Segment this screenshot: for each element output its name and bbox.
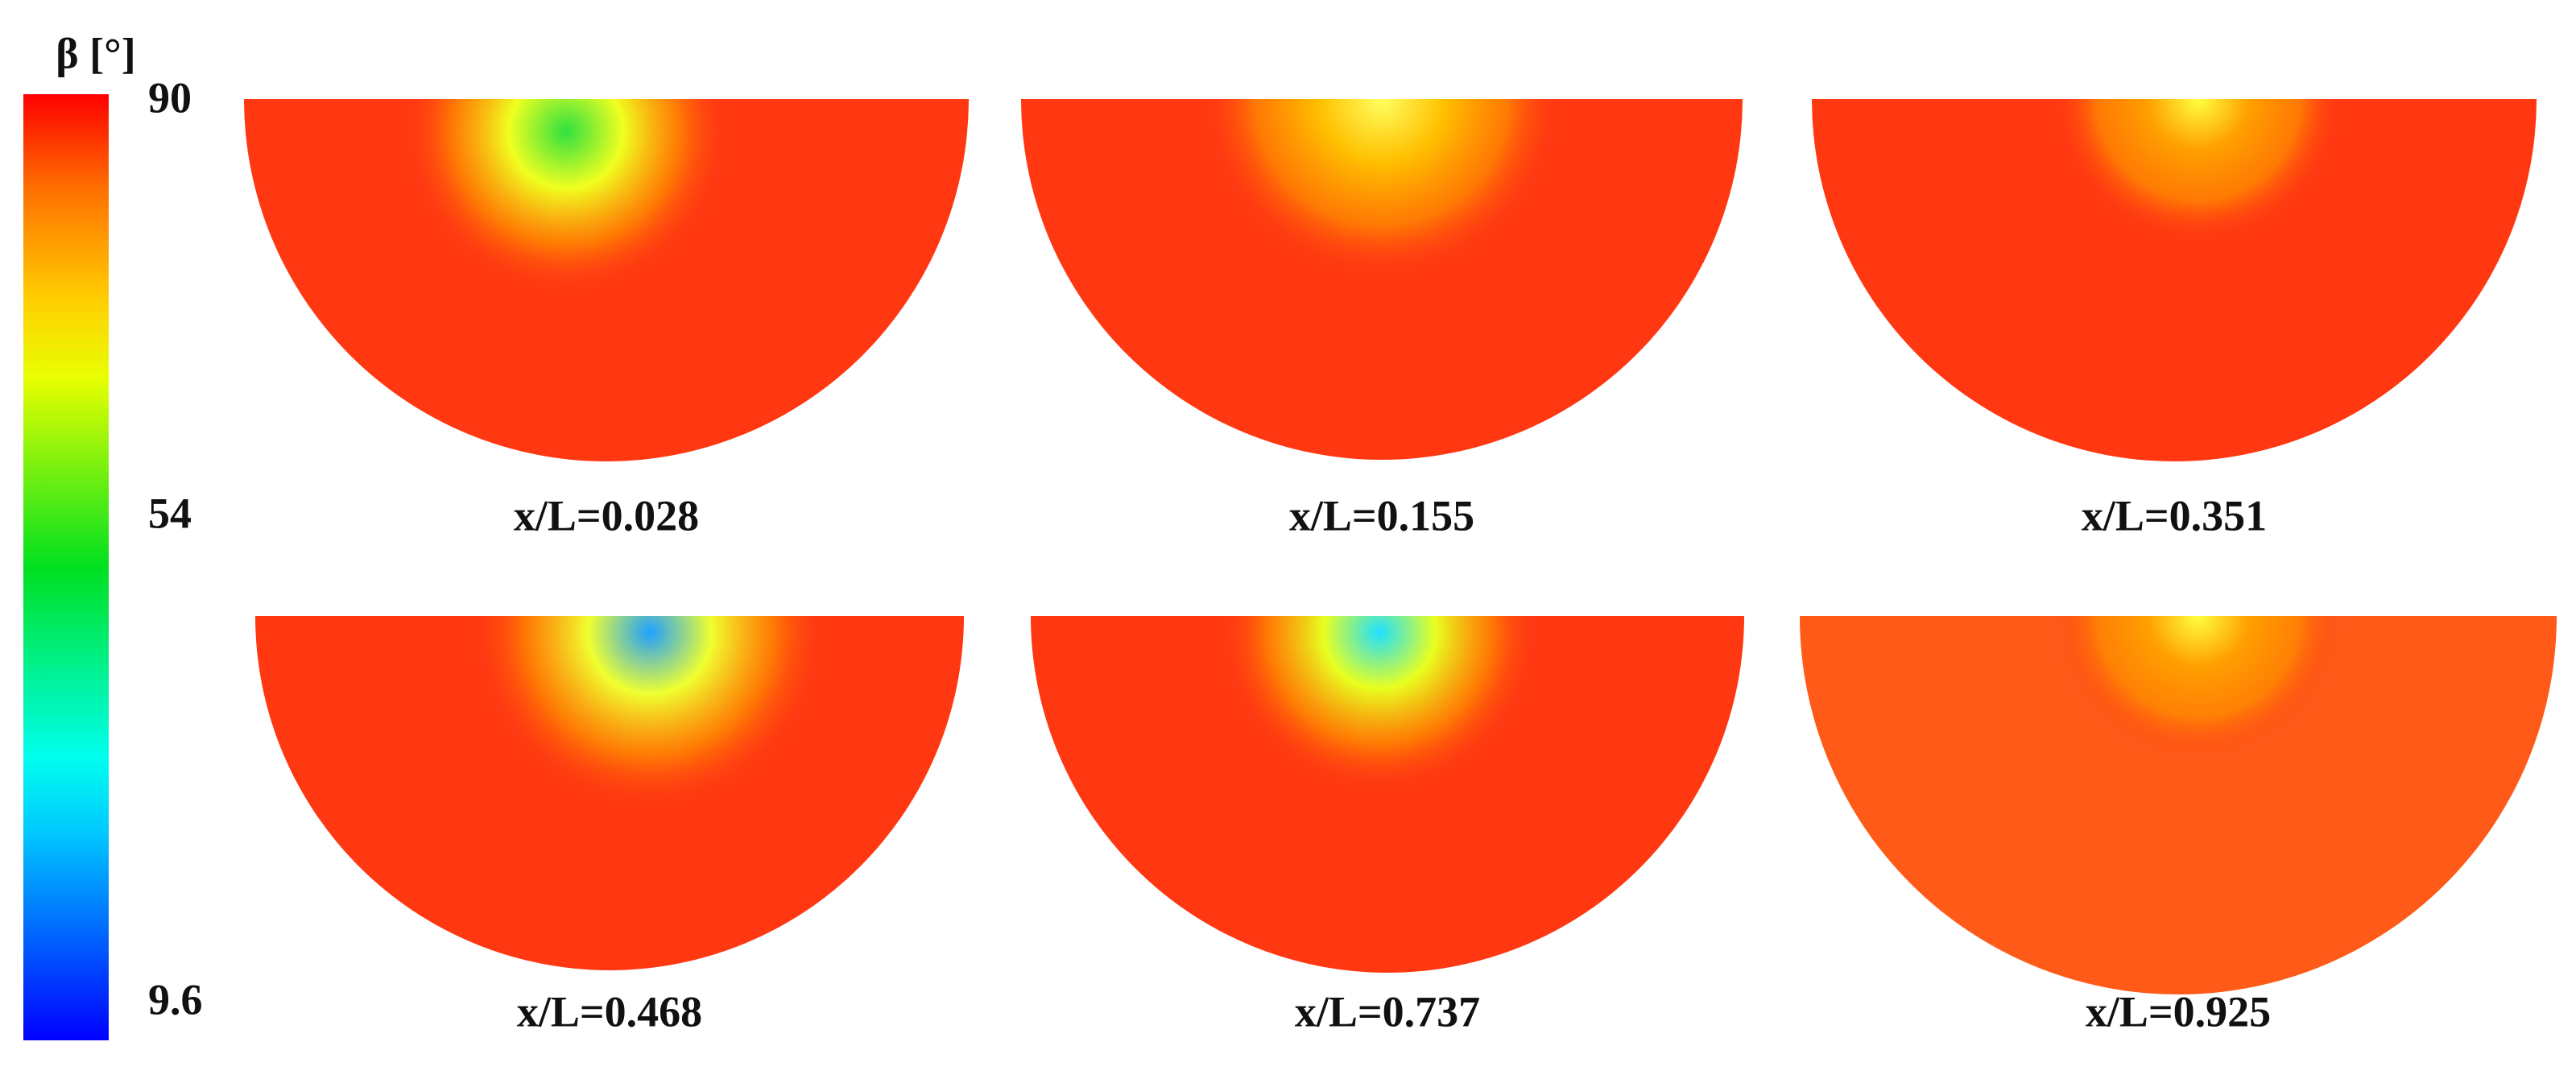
tick-label: 9.6 xyxy=(148,975,203,1023)
contour-hotspot xyxy=(1800,616,2557,994)
contour-hotspot xyxy=(244,99,969,461)
panel-label: x/L=0.028 xyxy=(514,491,699,540)
tick-label: 90 xyxy=(148,73,192,122)
tick-label: 54 xyxy=(148,490,192,538)
panel-label: x/L=0.925 xyxy=(2086,987,2271,1036)
panel-label: x/L=0.351 xyxy=(2082,491,2267,540)
contour-hotspot xyxy=(1031,616,1744,973)
panel-label: x/L=0.737 xyxy=(1295,987,1480,1036)
colorbar-title: β [°] xyxy=(56,29,136,77)
contour-hotspot xyxy=(1021,99,1743,460)
panel-label: x/L=0.468 xyxy=(517,987,702,1036)
panel-label: x/L=0.155 xyxy=(1289,491,1474,540)
colorbar xyxy=(23,94,109,1040)
contour-hotspot xyxy=(255,616,964,970)
contour-hotspot xyxy=(1812,99,2537,461)
